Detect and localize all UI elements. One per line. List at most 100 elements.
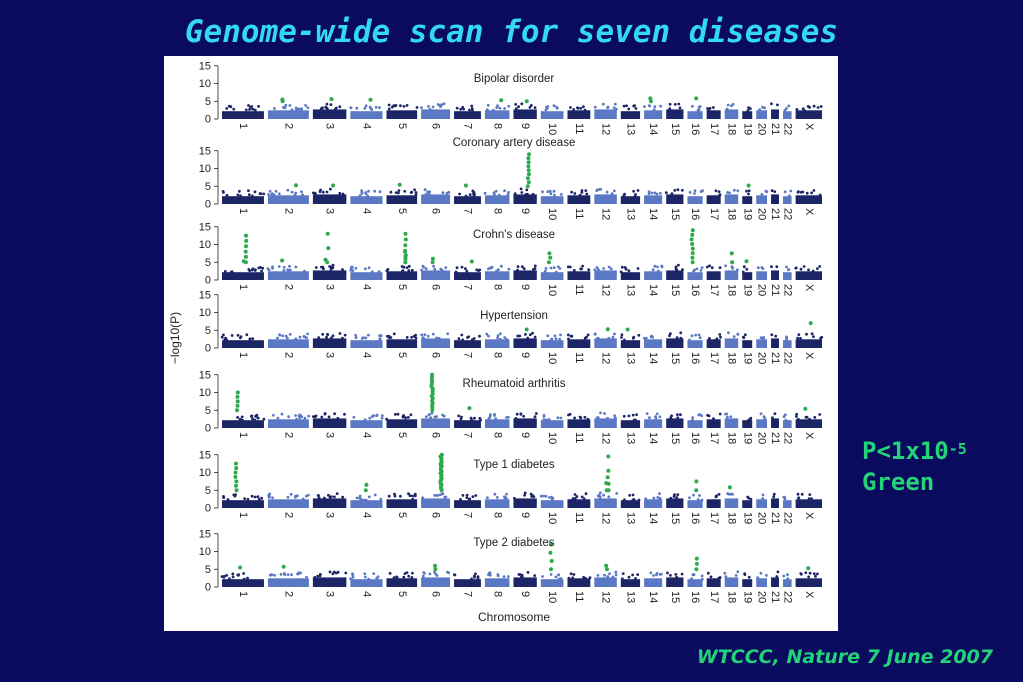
snp-point [360,192,364,195]
snp-point [719,335,722,339]
chromosome-band [540,111,564,119]
snp-point [327,493,330,497]
significant-snp [549,567,553,572]
snp-point [349,267,353,271]
significant-snp [326,246,331,251]
threshold-note: P<1x10-5 Green [862,436,967,498]
snp-point [519,412,523,416]
snp-point [336,416,340,420]
chromosome-band [724,194,739,204]
snp-point [282,572,286,575]
chromosome-band [267,195,309,204]
chromosome-band [724,418,739,428]
chromosome-label: 19 [741,432,753,444]
significant-snp [606,468,611,473]
snp-point [727,331,730,335]
significant-snp [467,406,472,411]
snp-point [257,105,260,108]
chromosome-label: 19 [741,284,753,296]
significant-snp [403,256,408,261]
chromosome-label: 7 [462,123,474,129]
chromosome-band [795,339,822,348]
snp-point [461,338,465,342]
chromosome-label: 17 [708,208,720,220]
snp-point [555,270,558,274]
snp-point [221,190,225,193]
snp-point [281,334,285,338]
snp-point [772,492,776,496]
snp-point [542,494,545,498]
snp-point [673,493,676,497]
chromosome-label: 9 [519,208,531,214]
snp-point [804,571,808,575]
citation: WTCCC, Nature 7 June 2007 [696,646,993,668]
snp-point [492,108,495,112]
snp-point [330,336,333,340]
snp-point [367,333,370,337]
snp-point [525,188,529,192]
snp-point [669,574,672,577]
snp-point [316,574,320,578]
chromosome-band [666,194,684,204]
chromosome-band [742,500,753,508]
snp-point [576,106,579,110]
snp-point [572,108,576,111]
chromosome-band [567,339,591,348]
chromosome-label: 14 [647,208,659,220]
snp-point [243,497,246,500]
snp-point [245,333,249,337]
snp-point [747,192,750,196]
chromosome-label: 5 [396,591,408,597]
snp-point [788,194,791,198]
snp-point [586,417,590,421]
chromosome-band [782,272,792,280]
chromosome-label: 12 [600,284,612,296]
snp-point [620,336,623,339]
snp-point [387,494,391,498]
chromosome-band [644,195,663,204]
snp-point [295,494,299,498]
snp-point [632,498,636,501]
snp-point [475,268,479,272]
snp-point [572,573,576,576]
snp-point [578,415,582,419]
snp-point [701,189,704,193]
snp-point [471,338,474,341]
snp-point [811,269,815,273]
panel-title: Bipolar disorder [474,73,555,85]
snp-point [277,265,281,268]
chromosome-label: 17 [708,591,720,603]
snp-point [378,337,382,340]
chromosome-band [421,338,451,348]
snp-point [784,418,788,422]
chromosome-label: 7 [462,284,474,290]
chromosome-band [687,420,703,428]
snp-point [230,270,233,274]
snp-point [805,191,809,195]
significant-snp [526,156,531,161]
snp-point [742,265,746,269]
snp-point [256,495,260,499]
significant-snp [524,327,529,332]
snp-point [736,332,740,336]
snp-point [518,334,522,338]
snp-point [614,416,617,420]
y-tick-label: 15 [199,528,211,540]
snp-point [301,193,304,197]
snp-point [236,193,240,197]
snp-point [773,412,777,416]
chromosome-band [644,110,663,119]
snp-point [457,337,461,341]
snp-point [573,497,577,500]
snp-point [695,267,699,271]
snp-point [730,104,733,108]
snp-point [363,418,367,422]
snp-point [411,571,414,575]
significant-snp [234,466,239,471]
chromosome-band [567,419,591,428]
snp-point [366,194,369,198]
chromosome-band [687,340,703,348]
snp-point [556,416,560,420]
y-tick-label: 10 [199,163,211,175]
snp-point [248,108,251,111]
